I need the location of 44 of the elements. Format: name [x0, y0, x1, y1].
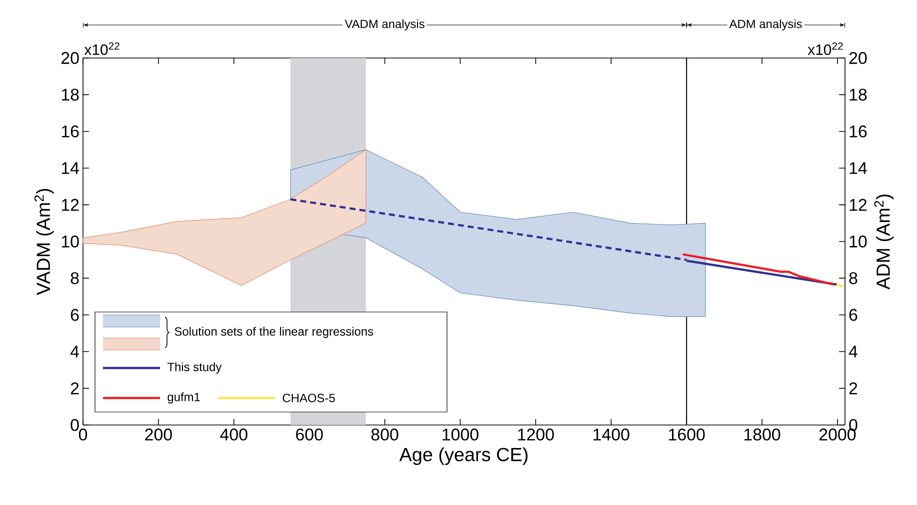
- y2-tick-label: 12: [850, 198, 867, 211]
- y2-tick-label: 18: [850, 88, 867, 101]
- y2-tick-label: 2: [849, 382, 858, 394]
- x-tick-label: 1000: [442, 428, 478, 441]
- y-tick-label: 4: [70, 346, 79, 358]
- legend-label: Solution sets of the linear regressions: [174, 326, 374, 338]
- x-tick-label: 600: [296, 428, 323, 441]
- y-tick-label: 10: [62, 236, 79, 248]
- x-tick-label: 800: [371, 428, 398, 441]
- y-tick-label: 16: [62, 125, 79, 138]
- y-tick-label: 20: [62, 52, 79, 64]
- y-tick-label: 6: [70, 308, 79, 321]
- y2-tick-label: 20: [849, 52, 867, 64]
- y-tick-label: 0: [70, 419, 79, 431]
- y2-tick-label: 4: [848, 346, 858, 358]
- x-tick-label: 200: [145, 428, 172, 441]
- y2-tick-label: 14: [850, 162, 867, 174]
- y-tick-label: 2: [70, 382, 79, 394]
- y2-tick-label: 8: [849, 272, 858, 284]
- y2-tick-label: 16: [850, 125, 867, 138]
- y-axis-title: VADM (Am$^{2}$): [34, 188, 54, 296]
- x-axis-title: Age (years CE): [399, 447, 528, 465]
- y-tick-label: 8: [70, 272, 79, 284]
- y2-tick-label: 10: [850, 236, 867, 248]
- legend-label: This study: [167, 362, 222, 374]
- x-tick-label: 1400: [594, 428, 630, 441]
- y-tick-label: 14: [62, 162, 79, 174]
- line-series: [682, 253, 835, 286]
- x-tick-label: 1200: [518, 428, 554, 441]
- x-tick-label: 0: [78, 428, 88, 441]
- x-tick-label: 2000: [819, 428, 856, 441]
- x-tick-label: 1600: [669, 428, 705, 441]
- text: ADM analysis: [729, 19, 802, 31]
- text: x10$^{22}$: [84, 42, 120, 55]
- y-tick-label: 18: [62, 88, 79, 101]
- legend-label: gufm1: [168, 392, 200, 404]
- x-tick-label: 400: [220, 428, 248, 441]
- text: VADM analysis: [344, 19, 424, 31]
- legend-label: CHAOS-5: [282, 394, 335, 402]
- y2-axis-title: ADM (Am$^{2}$): [874, 194, 894, 290]
- x-tick-label: 1800: [744, 428, 780, 441]
- y2-tick-label: 6: [849, 308, 858, 321]
- y-tick-label: 12: [62, 198, 79, 211]
- text: x10$^{22}$: [808, 42, 843, 55]
